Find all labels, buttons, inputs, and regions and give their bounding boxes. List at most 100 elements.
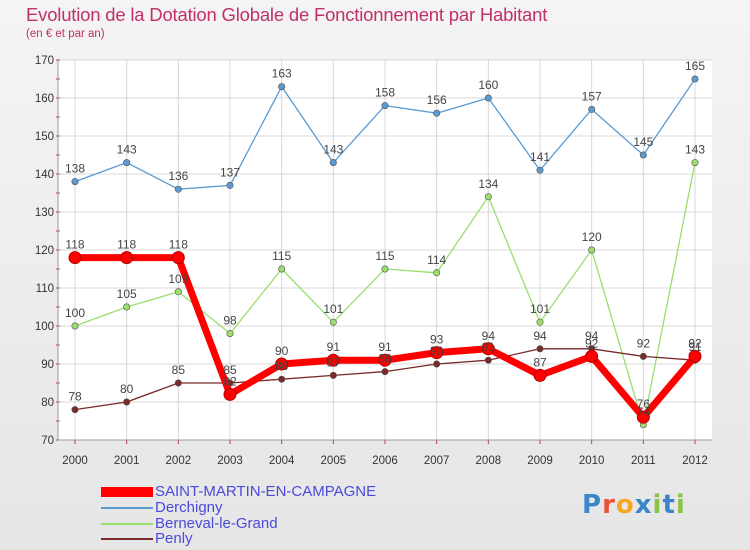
logo-letter: i [652, 490, 663, 520]
data-point-saint-martin-en-campagne [585, 349, 599, 363]
data-label-derchigny: 163 [272, 67, 292, 81]
x-tick-label: 2007 [424, 455, 450, 467]
data-point-saint-martin-en-campagne [326, 353, 340, 367]
data-label-berneval-le-grand: 134 [478, 177, 498, 191]
data-point-saint-martin-en-campagne [223, 387, 237, 401]
data-point-berneval-le-grand [174, 288, 182, 296]
data-point-penly [381, 368, 389, 376]
data-point-penly [329, 371, 337, 379]
data-point-berneval-le-grand [226, 330, 234, 338]
data-label-penly: 85 [223, 363, 237, 377]
legend-item-derchigny: Derchigny [155, 499, 223, 516]
y-tick-label: 100 [35, 321, 54, 333]
data-label-saint-martin-en-campagne: 92 [585, 336, 599, 350]
data-label-derchigny: 158 [375, 86, 395, 100]
data-point-saint-martin-en-campagne [171, 251, 185, 265]
logo-letter: P [582, 490, 603, 520]
data-label-berneval-le-grand: 109 [168, 272, 188, 286]
data-point-berneval-le-grand [278, 265, 286, 273]
data-point-berneval-le-grand [691, 159, 699, 167]
x-tick-label: 2000 [62, 455, 88, 467]
data-label-penly: 88 [378, 352, 392, 366]
data-point-saint-martin-en-campagne [378, 353, 392, 367]
logo-letter: r [602, 490, 616, 520]
y-tick-label: 170 [35, 55, 54, 67]
data-label-derchigny: 143 [117, 143, 137, 157]
data-point-saint-martin-en-campagne [275, 357, 289, 371]
data-point-penly [71, 406, 79, 414]
data-label-saint-martin-en-campagne: 82 [223, 374, 237, 388]
data-label-saint-martin-en-campagne: 92 [688, 336, 702, 350]
data-point-derchigny [433, 109, 441, 117]
data-point-saint-martin-en-campagne [68, 251, 82, 265]
data-label-derchigny: 165 [685, 59, 705, 73]
y-tick-label: 160 [35, 93, 54, 105]
data-label-berneval-le-grand: 120 [582, 230, 602, 244]
data-point-derchigny [278, 83, 286, 91]
data-point-derchigny [71, 178, 79, 186]
y-tick-label: 70 [41, 435, 54, 447]
data-label-berneval-le-grand: 74 [637, 405, 651, 419]
data-label-derchigny: 145 [633, 135, 653, 149]
legend-item-berneval-le-grand: Berneval-le-Grand [155, 515, 278, 532]
data-label-saint-martin-en-campagne: 118 [169, 238, 188, 252]
data-label-penly: 87 [327, 355, 341, 369]
data-label-berneval-le-grand: 105 [117, 287, 137, 301]
data-label-penly: 91 [688, 340, 702, 354]
legend-item-saint-martin-en-campagne: SAINT-MARTIN-EN-CAMPAGNE [155, 483, 377, 500]
data-label-saint-martin-en-campagne: 91 [378, 340, 392, 354]
data-point-saint-martin-en-campagne [533, 368, 547, 382]
x-tick-label: 2005 [321, 455, 347, 467]
data-point-berneval-le-grand [123, 303, 131, 311]
x-tick-label: 2010 [579, 455, 605, 467]
data-label-derchigny: 138 [65, 162, 85, 176]
x-tick-label: 2001 [114, 455, 140, 467]
logo-letter: i [675, 490, 686, 520]
data-label-derchigny: 137 [220, 165, 240, 179]
proxiti-logo: Proxiti [582, 490, 686, 520]
data-point-saint-martin-en-campagne [481, 342, 495, 356]
data-label-penly: 80 [120, 382, 134, 396]
y-tick-label: 110 [36, 283, 54, 295]
data-label-saint-martin-en-campagne: 118 [117, 238, 136, 252]
legend-swatch [101, 538, 153, 540]
data-point-penly [639, 352, 647, 360]
data-label-saint-martin-en-campagne: 93 [430, 333, 444, 347]
y-tick-label: 80 [41, 397, 54, 409]
data-point-berneval-le-grand [484, 193, 492, 201]
data-label-derchigny: 141 [530, 150, 550, 164]
y-tick-label: 120 [35, 245, 54, 257]
data-label-saint-martin-en-campagne: 91 [327, 340, 341, 354]
data-label-berneval-le-grand: 98 [223, 314, 237, 328]
data-label-derchigny: 156 [427, 93, 447, 107]
y-tick-label: 140 [35, 169, 54, 181]
data-label-penly: 91 [482, 340, 496, 354]
logo-letter: t [662, 490, 676, 520]
logo-letter: o [615, 490, 635, 520]
data-label-berneval-le-grand: 101 [323, 302, 343, 316]
data-point-derchigny [691, 75, 699, 83]
data-label-saint-martin-en-campagne: 90 [275, 344, 289, 358]
data-point-derchigny [123, 159, 131, 167]
data-point-penly [174, 379, 182, 387]
data-point-saint-martin-en-campagne [120, 251, 134, 265]
data-label-penly: 94 [533, 329, 547, 343]
legend-swatch [101, 523, 153, 525]
data-point-berneval-le-grand [536, 318, 544, 326]
chart-subtitle: (en € et par an) [26, 28, 105, 40]
logo-letter: x [634, 490, 653, 520]
data-point-saint-martin-en-campagne [688, 349, 702, 363]
series [68, 75, 702, 429]
data-point-penly [536, 345, 544, 353]
data-label-saint-martin-en-campagne: 118 [65, 238, 84, 252]
legend-item-penly: Penly [155, 530, 193, 547]
x-tick-label: 2012 [682, 455, 708, 467]
data-label-derchigny: 157 [582, 89, 602, 103]
data-label-berneval-le-grand: 100 [65, 306, 85, 320]
data-label-derchigny: 143 [323, 143, 343, 157]
data-point-derchigny [381, 102, 389, 110]
data-label-penly: 85 [172, 363, 186, 377]
data-point-derchigny [174, 185, 182, 193]
